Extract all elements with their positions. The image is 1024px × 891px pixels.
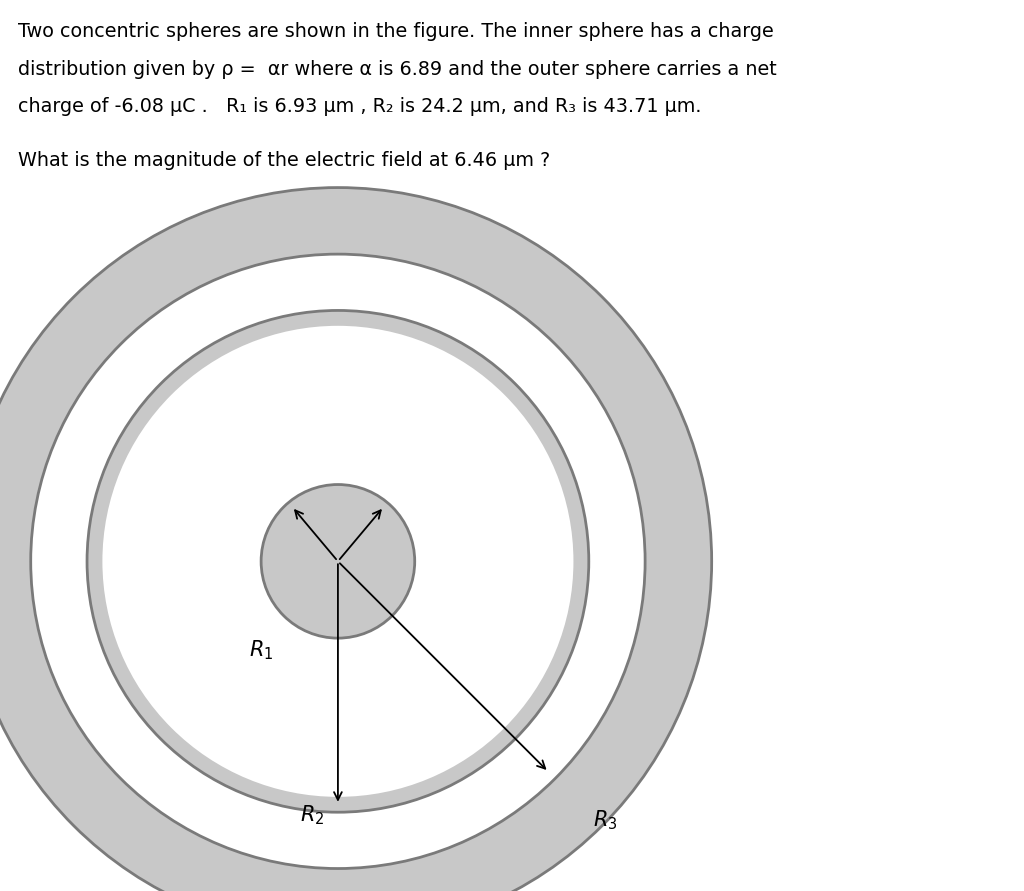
Text: $R_2$: $R_2$ (300, 804, 325, 827)
Ellipse shape (87, 310, 589, 813)
Text: distribution given by ρ =  αr where α is 6.89 and the outer sphere carries a net: distribution given by ρ = αr where α is … (18, 60, 777, 78)
Text: What is the magnitude of the electric field at 6.46 μm ?: What is the magnitude of the electric fi… (18, 151, 551, 170)
Text: $R_3$: $R_3$ (593, 808, 617, 832)
Text: $R_1$: $R_1$ (249, 639, 273, 662)
Text: charge of -6.08 μC .   R₁ is 6.93 μm , R₂ is 24.2 μm, and R₃ is 43.71 μm.: charge of -6.08 μC . R₁ is 6.93 μm , R₂ … (18, 97, 701, 116)
Text: Two concentric spheres are shown in the figure. The inner sphere has a charge: Two concentric spheres are shown in the … (18, 22, 774, 41)
Ellipse shape (102, 326, 573, 797)
Ellipse shape (31, 254, 645, 869)
Ellipse shape (261, 485, 415, 638)
Ellipse shape (0, 188, 712, 891)
